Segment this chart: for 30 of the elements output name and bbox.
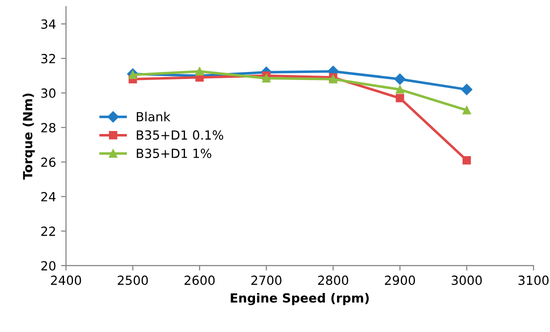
point [128, 70, 137, 79]
y-tick-label: 22 [41, 226, 56, 236]
y-tick-label: 30 [41, 88, 56, 98]
point [462, 156, 471, 164]
legend-label: Blank [136, 112, 170, 122]
x-tick-label: 2500 [118, 276, 148, 285]
point [195, 67, 204, 76]
y-tick-label: 20 [41, 261, 56, 271]
y-tick-label: 28 [41, 122, 56, 132]
x-tick-label: 2700 [251, 276, 282, 285]
x-tick-label: 3100 [518, 276, 549, 285]
y-tick-label: 34 [41, 19, 56, 29]
x-tick-label: 2400 [51, 276, 82, 285]
x-tick-label: 2600 [184, 276, 215, 285]
point [262, 74, 271, 82]
y-tick-label: 24 [41, 192, 56, 202]
point [462, 106, 471, 114]
x-tick-label: 3000 [452, 276, 482, 285]
point [461, 84, 472, 96]
y-tick-label: 32 [41, 54, 56, 64]
x-axis-title: Engine Speed (rpm) [230, 292, 369, 306]
x-tick-label: 2800 [318, 276, 348, 285]
point [394, 74, 406, 85]
legend-label: B35+D1 0.1% [136, 130, 224, 140]
point [396, 94, 404, 102]
legend-label: B35+D1 1% [136, 148, 212, 158]
y-axis-title: Torque (Nm) [22, 94, 35, 180]
point [396, 85, 404, 94]
y-tick-label: 26 [41, 157, 56, 167]
x-tick-label: 2900 [384, 276, 416, 285]
